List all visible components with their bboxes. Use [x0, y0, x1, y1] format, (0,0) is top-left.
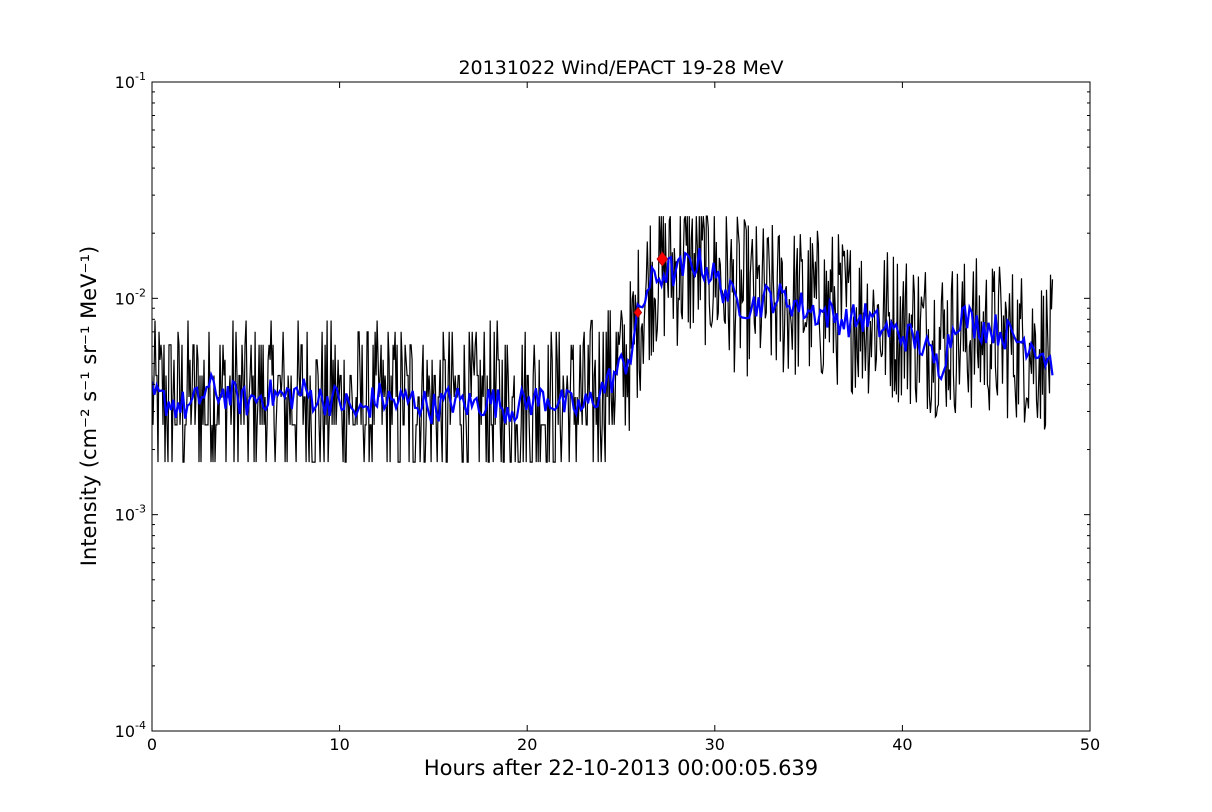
y-tick-label: 10-4	[115, 719, 146, 741]
marker-layer	[633, 251, 669, 319]
onset-marker	[656, 251, 669, 267]
plot-frame	[151, 81, 1091, 732]
x-tick-label: 40	[892, 735, 912, 754]
x-tick-label: 30	[705, 735, 725, 754]
plot-area	[151, 81, 1091, 732]
x-tick-label: 0	[147, 735, 157, 754]
x-tick-label: 20	[517, 735, 537, 754]
x-axis-label: Hours after 22-10-2013 00:00:05.639	[424, 756, 818, 780]
series-line-raw	[152, 215, 1054, 463]
onset-marker	[633, 306, 643, 319]
chart-title: 20131022 Wind/EPACT 19-28 MeV	[458, 57, 783, 79]
x-tick-label: 50	[1080, 735, 1100, 754]
series-layer	[152, 215, 1054, 463]
y-tick-label: 10-2	[115, 286, 146, 308]
series-line-smoothed	[152, 247, 1054, 425]
y-axis: 10-4 10-3 10-2 10-1	[115, 70, 1090, 741]
x-tick-label: 10	[329, 735, 349, 754]
y-tick-label: 10-3	[115, 503, 146, 525]
y-axis-label: Intensity (cm⁻² s⁻¹ sr⁻¹ MeV⁻¹)	[77, 246, 101, 566]
x-axis: 0 10 20 30 40 50	[147, 82, 1100, 754]
y-tick-label: 10-1	[115, 70, 146, 92]
